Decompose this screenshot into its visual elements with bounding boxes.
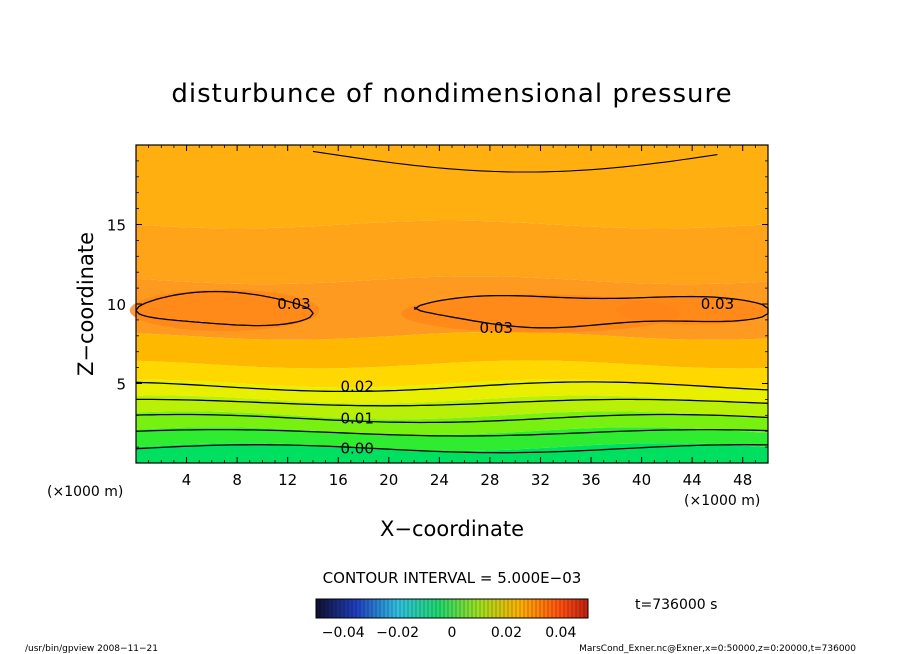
colorbar-frame (315, 598, 589, 619)
x-tick-label: 44 (683, 471, 702, 489)
x-tick-label: 24 (430, 471, 449, 489)
colorbar-tick-label: 0.04 (545, 625, 576, 641)
contour-line (135, 381, 769, 393)
x-unit-right: (×1000 m) (684, 493, 760, 509)
contour-band (136, 443, 768, 463)
contour-label: 0.00 (340, 440, 373, 458)
contour-band (136, 145, 768, 229)
x-tick-label: 48 (733, 471, 752, 489)
contour-label: 0.03 (480, 319, 513, 337)
contour-line (135, 413, 769, 424)
colorbar-tick-labels: −0.04 −0.02 0 0.02 0.04 (322, 625, 577, 641)
colorbar-tick-label: −0.04 (322, 625, 365, 641)
contour-line (136, 398, 769, 407)
colorbar-tick-label: 0.02 (491, 625, 522, 641)
y-axis-label: Z−coordinate (74, 232, 98, 376)
colorbar-stripes (319, 599, 585, 618)
x-tick-label: 12 (278, 471, 297, 489)
contour-label: 0.01 (340, 409, 373, 427)
y-tick-label: 15 (107, 217, 126, 235)
contour-line-top (312, 150, 718, 173)
x-tick-label: 16 (329, 471, 348, 489)
x-axis-ticks: 4 8 12 16 20 24 28 32 36 40 44 48 (148, 145, 756, 489)
contour-band (136, 331, 768, 369)
contour-line (135, 444, 769, 454)
colorbar-fill (316, 599, 588, 618)
y-axis-ticks: 5 10 15 (107, 160, 768, 448)
contour-band (136, 360, 768, 388)
contour-band (136, 220, 768, 285)
x-tick-label: 28 (480, 471, 499, 489)
contour-label: 0.02 (340, 378, 373, 396)
contour-band (136, 427, 768, 452)
time-label: t=736000 s (635, 597, 717, 613)
footer-left: /usr/bin/gpview 2008−11−21 (25, 644, 158, 654)
contour-max-region (616, 296, 768, 325)
contour-label: 0.03 (701, 295, 734, 313)
x-tick-label: 8 (232, 471, 242, 489)
contour-band (136, 411, 768, 436)
contour-band (136, 395, 768, 420)
y-tick-label: 10 (107, 296, 126, 314)
colorbar-tick-label: −0.02 (376, 625, 419, 641)
x-tick-label: 32 (531, 471, 550, 489)
contour-label: 0.03 (277, 295, 310, 313)
contour-line (135, 428, 769, 437)
x-tick-label: 36 (581, 471, 600, 489)
plot-area: 0.03 0.03 0.03 0.02 0.01 0.00 (129, 145, 769, 463)
footer-right: MarsCond_Exner.nc@Exner,x=0:50000,z=0:20… (579, 644, 856, 654)
contour-band (136, 379, 768, 404)
contour-line-max (135, 290, 314, 327)
x-tick-label: 40 (632, 471, 651, 489)
chart-title: disturbunce of nondimensional pressure (171, 79, 732, 109)
x-unit-left: (×1000 m) (47, 484, 123, 500)
colorbar: −0.04 −0.02 0 0.02 0.04 (315, 598, 589, 641)
x-tick-label: 20 (379, 471, 398, 489)
x-tick-label: 4 (182, 471, 192, 489)
x-axis-label: X−coordinate (380, 517, 524, 541)
colorbar-tick-label: 0 (448, 625, 457, 641)
y-tick-label: 5 (116, 376, 126, 394)
contour-interval-label: CONTOUR INTERVAL = 5.000E−03 (323, 569, 582, 587)
